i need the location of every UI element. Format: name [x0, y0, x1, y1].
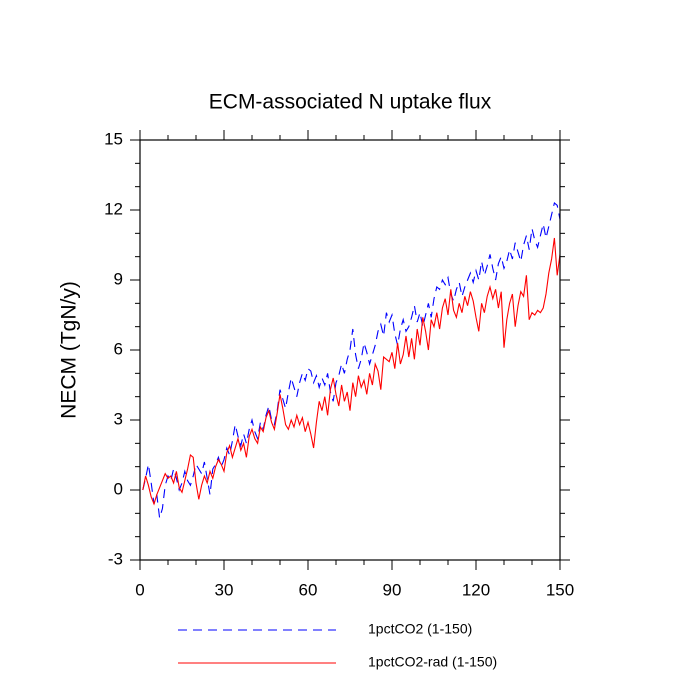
y-tick-label: 9 [114, 269, 123, 288]
series-line [142, 202, 561, 519]
y-tick-label: 6 [114, 339, 123, 358]
x-tick-label: 0 [135, 580, 144, 599]
x-tick-label: 150 [546, 580, 574, 599]
y-tick-label: 12 [104, 199, 123, 218]
series-line [142, 237, 561, 506]
y-tick-label: -3 [108, 549, 123, 568]
x-tick-label: 120 [462, 580, 490, 599]
legend-label: 1pctCO2-rad (1-150) [368, 654, 497, 670]
y-tick-label: 3 [114, 409, 123, 428]
y-tick-label: 15 [104, 129, 123, 148]
x-tick-label: 60 [299, 580, 318, 599]
y-tick-label: 0 [114, 479, 123, 498]
legend-label: 1pctCO2 (1-150) [368, 621, 472, 637]
chart-title: ECM-associated N uptake flux [209, 91, 492, 114]
y-axis-title: NECM (TgN/y) [58, 281, 81, 419]
x-tick-label: 30 [215, 580, 234, 599]
x-tick-label: 90 [383, 580, 402, 599]
